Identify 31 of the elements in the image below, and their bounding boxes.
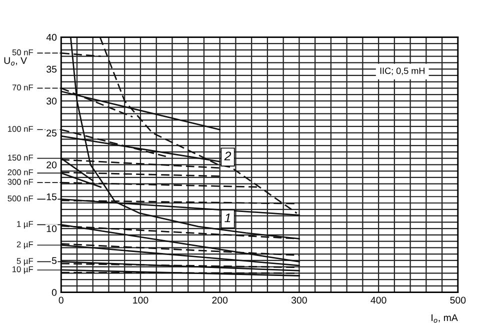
x-tick-label: 300 (291, 296, 307, 304)
y-axis-title: U$_{o}$, V (4, 57, 27, 66)
y-tick-label: 35 (46, 66, 57, 73)
legend-label: 200 nF (8, 169, 34, 176)
legend-label: 5 µF (16, 258, 34, 266)
y-tick-label: 20 (46, 161, 57, 168)
x-axis-title: I$_{o}$, mA (432, 314, 458, 323)
legend-label: 10 µF (12, 266, 34, 274)
x-tick-label: 500 (450, 296, 466, 304)
y-tick-label: 30 (46, 98, 57, 105)
x-tick-label: 0 (58, 296, 64, 304)
legend-label: 500 nF (8, 196, 34, 202)
annotation: IIC; 0,5 mH (380, 68, 424, 76)
x-tick-label: 400 (370, 296, 386, 304)
x-tick-label: 100 (133, 296, 148, 304)
legend-label: 2 µF (16, 241, 34, 249)
y-tick-label: 40 (46, 34, 57, 41)
legend-label: 70 nF (12, 84, 34, 90)
legend-label: 300 nF (8, 178, 34, 185)
legend-label: 100 nF (8, 126, 34, 132)
y-tick-label: 0 (52, 289, 57, 296)
annotation: 2 (224, 152, 232, 160)
y-tick-label: 10 (46, 225, 57, 232)
y-tick-label: 25 (46, 130, 57, 136)
y-tick-label: 15 (46, 193, 57, 200)
legend-label: 50 nF (12, 49, 34, 56)
y-tick-label: 5 (52, 257, 57, 264)
legend-label: 1 µF (17, 221, 34, 229)
annotation: 1 (224, 214, 230, 222)
x-tick-label: 200 (212, 296, 228, 304)
legend-label: 150 nF (8, 154, 34, 161)
